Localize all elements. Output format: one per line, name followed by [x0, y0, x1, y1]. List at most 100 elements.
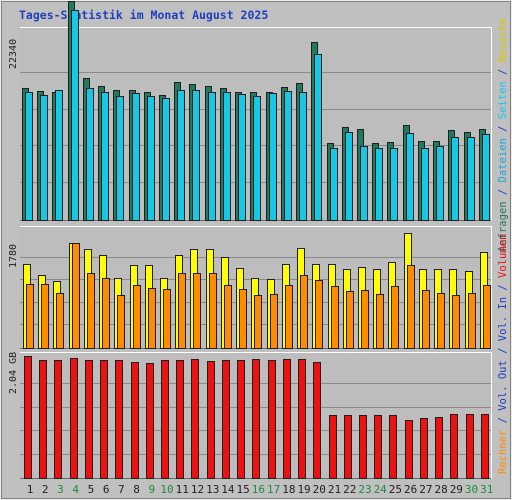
- x-tick-label-25: 25: [389, 483, 402, 496]
- x-tick-label-23: 23: [358, 483, 371, 496]
- bar-rechner-6: [102, 278, 110, 349]
- chart-title: Tages-Statistik im Monat August 2025: [19, 8, 268, 22]
- right-label-top: Anfragen / Dateien / Seiten / Besuche: [497, 18, 509, 252]
- bar-dateien-3: [55, 90, 63, 221]
- x-tick-label-24: 24: [374, 483, 388, 496]
- right-label-top-part-4: /: [497, 119, 509, 138]
- bar-dateien-29: [451, 137, 459, 221]
- bar-rechner-26: [407, 265, 415, 349]
- x-tick-label-26: 26: [404, 483, 417, 496]
- bar-volumen-5: [85, 360, 93, 479]
- x-tick-label-28: 28: [434, 483, 447, 496]
- bar-dateien-10: [162, 98, 170, 221]
- x-tick-label-6: 6: [103, 483, 110, 496]
- bar-dateien-28: [436, 146, 444, 221]
- x-tick-label-13: 13: [206, 483, 219, 496]
- bar-volumen-8: [131, 362, 139, 479]
- bar-dateien-5: [86, 88, 94, 221]
- chart-panels: 22340 1780 2.04 GB: [8, 1, 492, 479]
- x-tick-label-16: 16: [252, 483, 265, 496]
- bar-dateien-16: [253, 96, 261, 221]
- bar-rechner-9: [148, 288, 156, 349]
- bar-dateien-11: [177, 90, 185, 221]
- bar-dateien-13: [208, 92, 216, 221]
- bar-volumen-17: [268, 360, 276, 479]
- bar-volumen-19: [298, 359, 306, 479]
- bar-rechner-23: [361, 290, 369, 349]
- x-tick-label-14: 14: [221, 483, 235, 496]
- x-tick-label-8: 8: [133, 483, 140, 496]
- bar-volumen-9: [146, 363, 154, 479]
- x-tick-label-19: 19: [297, 483, 310, 496]
- bar-rechner-10: [163, 289, 171, 349]
- panel-2: 1780: [8, 226, 492, 349]
- bar-volumen-21: [329, 415, 337, 479]
- bar-dateien-19: [299, 92, 307, 221]
- panel-3-ytick-label: 2.04 GB: [8, 352, 19, 394]
- x-tick-label-15: 15: [237, 483, 250, 496]
- bar-dateien-1: [25, 92, 33, 221]
- right-label-bottom-part-3: Vol. Out: [497, 360, 509, 411]
- right-label-top-part-5: Seiten: [497, 81, 509, 119]
- bar-rechner-21: [331, 286, 339, 349]
- bar-rechner-28: [437, 293, 445, 349]
- bar-rechner-15: [239, 289, 247, 349]
- x-tick-label-7: 7: [118, 483, 125, 496]
- bar-volumen-14: [222, 360, 230, 479]
- bar-rechner-4: [72, 243, 80, 349]
- bar-dateien-2: [40, 95, 48, 221]
- bar-rechner-20: [315, 280, 323, 349]
- right-label-bottom: Rechner / Vol. Out / Vol. In / Volumen: [497, 234, 509, 474]
- bar-dateien-27: [421, 148, 429, 221]
- right-label-top-part-7: Besuche: [497, 18, 509, 62]
- bar-dateien-6: [101, 92, 109, 221]
- bar-volumen-7: [115, 360, 123, 479]
- bar-rechner-17: [270, 294, 278, 349]
- x-tick-label-27: 27: [419, 483, 432, 496]
- bar-dateien-8: [132, 93, 140, 221]
- bar-dateien-30: [467, 137, 475, 221]
- bar-rechner-19: [300, 275, 308, 349]
- bar-rechner-8: [133, 285, 141, 349]
- bar-dateien-9: [147, 96, 155, 221]
- x-tick-label-9: 9: [148, 483, 155, 496]
- bar-volumen-31: [481, 414, 489, 479]
- bar-dateien-24: [375, 148, 383, 221]
- x-tick-label-5: 5: [88, 483, 95, 496]
- bar-volumen-4: [70, 358, 78, 479]
- x-tick-label-2: 2: [42, 483, 49, 496]
- right-label-bottom-part-4: /: [497, 341, 509, 360]
- bar-volumen-24: [374, 415, 382, 479]
- right-label-bottom-part-2: /: [497, 411, 509, 430]
- right-label-bottom-part-6: /: [497, 278, 509, 297]
- x-tick-label-10: 10: [160, 483, 173, 496]
- bar-dateien-12: [192, 90, 200, 221]
- x-tick-label-3: 3: [57, 483, 64, 496]
- bar-dateien-7: [116, 96, 124, 221]
- bar-volumen-10: [161, 360, 169, 479]
- bar-volumen-25: [389, 415, 397, 479]
- bar-volumen-12: [191, 359, 199, 479]
- right-label-bottom-part-1: Rechner: [497, 430, 509, 474]
- x-tick-label-29: 29: [450, 483, 463, 496]
- bar-rechner-7: [117, 295, 125, 349]
- bar-dateien-26: [406, 133, 414, 221]
- bar-rechner-27: [422, 290, 430, 349]
- x-tick-label-12: 12: [191, 483, 204, 496]
- x-tick-label-11: 11: [176, 483, 189, 496]
- panel-1: 22340: [8, 1, 492, 221]
- bar-dateien-23: [360, 146, 368, 221]
- bar-rechner-16: [254, 295, 262, 349]
- bar-rechner-11: [178, 273, 186, 349]
- right-label-bottom-part-5: Vol. In: [497, 297, 509, 341]
- bar-volumen-6: [100, 360, 108, 479]
- bar-volumen-27: [420, 418, 428, 479]
- x-tick-label-1: 1: [27, 483, 34, 496]
- bar-dateien-20: [314, 54, 322, 221]
- x-tick-label-31: 31: [480, 483, 493, 496]
- bar-dateien-25: [390, 148, 398, 221]
- bar-volumen-22: [344, 415, 352, 479]
- bar-dateien-22: [345, 132, 353, 221]
- bar-rechner-13: [209, 273, 217, 349]
